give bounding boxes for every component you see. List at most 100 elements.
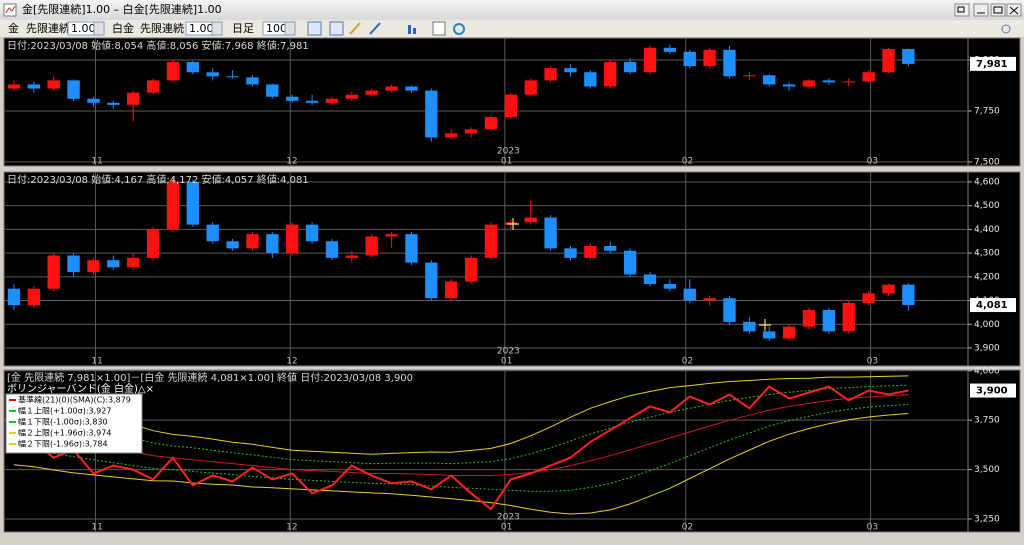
tool-bars-2 [413,28,416,34]
tool-cursor[interactable] [307,21,322,36]
candle-body [286,96,299,101]
candle-body [325,98,339,103]
candle-body [584,72,597,87]
candle-body [743,321,756,332]
candle-body [67,255,80,273]
tool-pen[interactable] [349,22,361,35]
candle-body [445,133,458,138]
price-axis [967,171,1021,367]
mult2-spin[interactable] [211,21,223,36]
candle-body [246,234,259,249]
candle-body [266,234,279,254]
series-line [13,385,909,511]
window-title: 金[先限連続]1.00 – 白金[先限連続]1.00 [22,2,222,16]
candle-body [882,49,895,73]
panel-header: [金 先限連続 7,981×1.00]－[白金 先限連続 4,081×1.00]… [7,371,413,384]
candle-body [166,62,180,81]
count-spin[interactable] [284,21,296,36]
x-tick-label: 12 [286,357,297,367]
search-icon[interactable] [1001,24,1011,34]
mult2-value: 1.00 [189,22,214,35]
last-value-box [970,383,1016,398]
count-value: 100 [266,22,287,35]
candle-body [683,51,696,67]
candle-body [902,49,915,64]
legend-label: 幅１下限(-1.00σ):3,830 [18,417,108,427]
candle-body [564,68,577,73]
candle-body [365,236,378,256]
candle-body [405,86,418,91]
toolbar [0,20,1024,37]
candle-body [27,288,40,306]
candle-body [146,80,160,93]
y-tick-label: 4,300 [974,249,1000,259]
x-tick-label: 02 [682,523,693,533]
candle-body [127,92,140,105]
candle-body [345,94,358,99]
candle-body [166,181,180,230]
candle-body [703,49,716,67]
x-tick-label: 03 [867,157,878,167]
candle-body [882,284,895,294]
plot-area [3,37,969,167]
candle-body [206,72,219,77]
candle-body [266,84,279,97]
year-label: 2023 [497,147,520,157]
candle-body [27,84,40,89]
candle-body [7,84,21,89]
tool-select[interactable] [329,21,344,36]
app-icon [3,3,17,17]
tool-line[interactable] [369,22,381,35]
candle-body [584,245,597,258]
window-buttons[interactable] [954,3,1022,17]
candle-body [763,75,776,85]
legend-label: 幅２上限(+1.96σ):3,974 [18,428,111,438]
candle-body [246,77,259,85]
restore-glyph [957,6,965,13]
legend-label: 基準線(21)(0)(SMA)(C):3,879 [18,395,131,405]
y-tick-label: 7,500 [974,157,1000,167]
x-tick-label: 02 [682,157,693,167]
candle-body [862,293,875,303]
series-line [13,403,909,492]
panel-header: 日付:2023/03/08 始値:4,167 高値:4,172 安値:4,057… [7,173,309,186]
candle-body [365,90,378,95]
toolbar-contract1: 先限連続 [26,21,70,35]
panel-header: 日付:2023/03/08 始値:8,054 高値:8,056 安値:7,968… [7,39,309,52]
minimize-button[interactable] [973,3,989,17]
candle-body [425,262,438,299]
x-tick-label: 11 [91,523,102,533]
y-tick-label: 3,500 [974,465,1000,475]
y-tick-label: 4,000 [974,320,1000,330]
candle-body [385,234,398,237]
x-tick-label: 01 [501,357,512,367]
candle-body [385,86,398,91]
plot-area [3,171,969,367]
tool-refresh[interactable] [453,23,465,35]
candle-body [305,224,319,242]
restore-button[interactable] [954,3,970,17]
y-tick-label: 4,500 [974,201,1000,211]
candle-body [464,129,478,134]
candle-body [723,49,736,77]
mult1-spin[interactable] [93,21,105,36]
last-price-label: 4,081 [976,300,1008,311]
y-tick-label: 4,000 [974,366,1000,376]
candle-body [663,47,677,52]
candle-body [524,217,537,223]
tool-bars[interactable] [408,25,411,34]
candle-body [802,80,816,87]
candle-body [127,257,140,268]
candle-body [445,281,458,299]
chart-panel: 3,9004,0004,1004,2004,3004,4004,5004,600… [3,171,1021,367]
candle-body [305,100,319,103]
maximize-button[interactable] [990,3,1006,17]
last-value-label: 3,900 [976,386,1008,397]
candle-body [663,283,677,289]
tool-icons[interactable] [307,21,465,36]
tool-grid[interactable] [432,21,446,36]
last-price-box [970,56,1016,71]
